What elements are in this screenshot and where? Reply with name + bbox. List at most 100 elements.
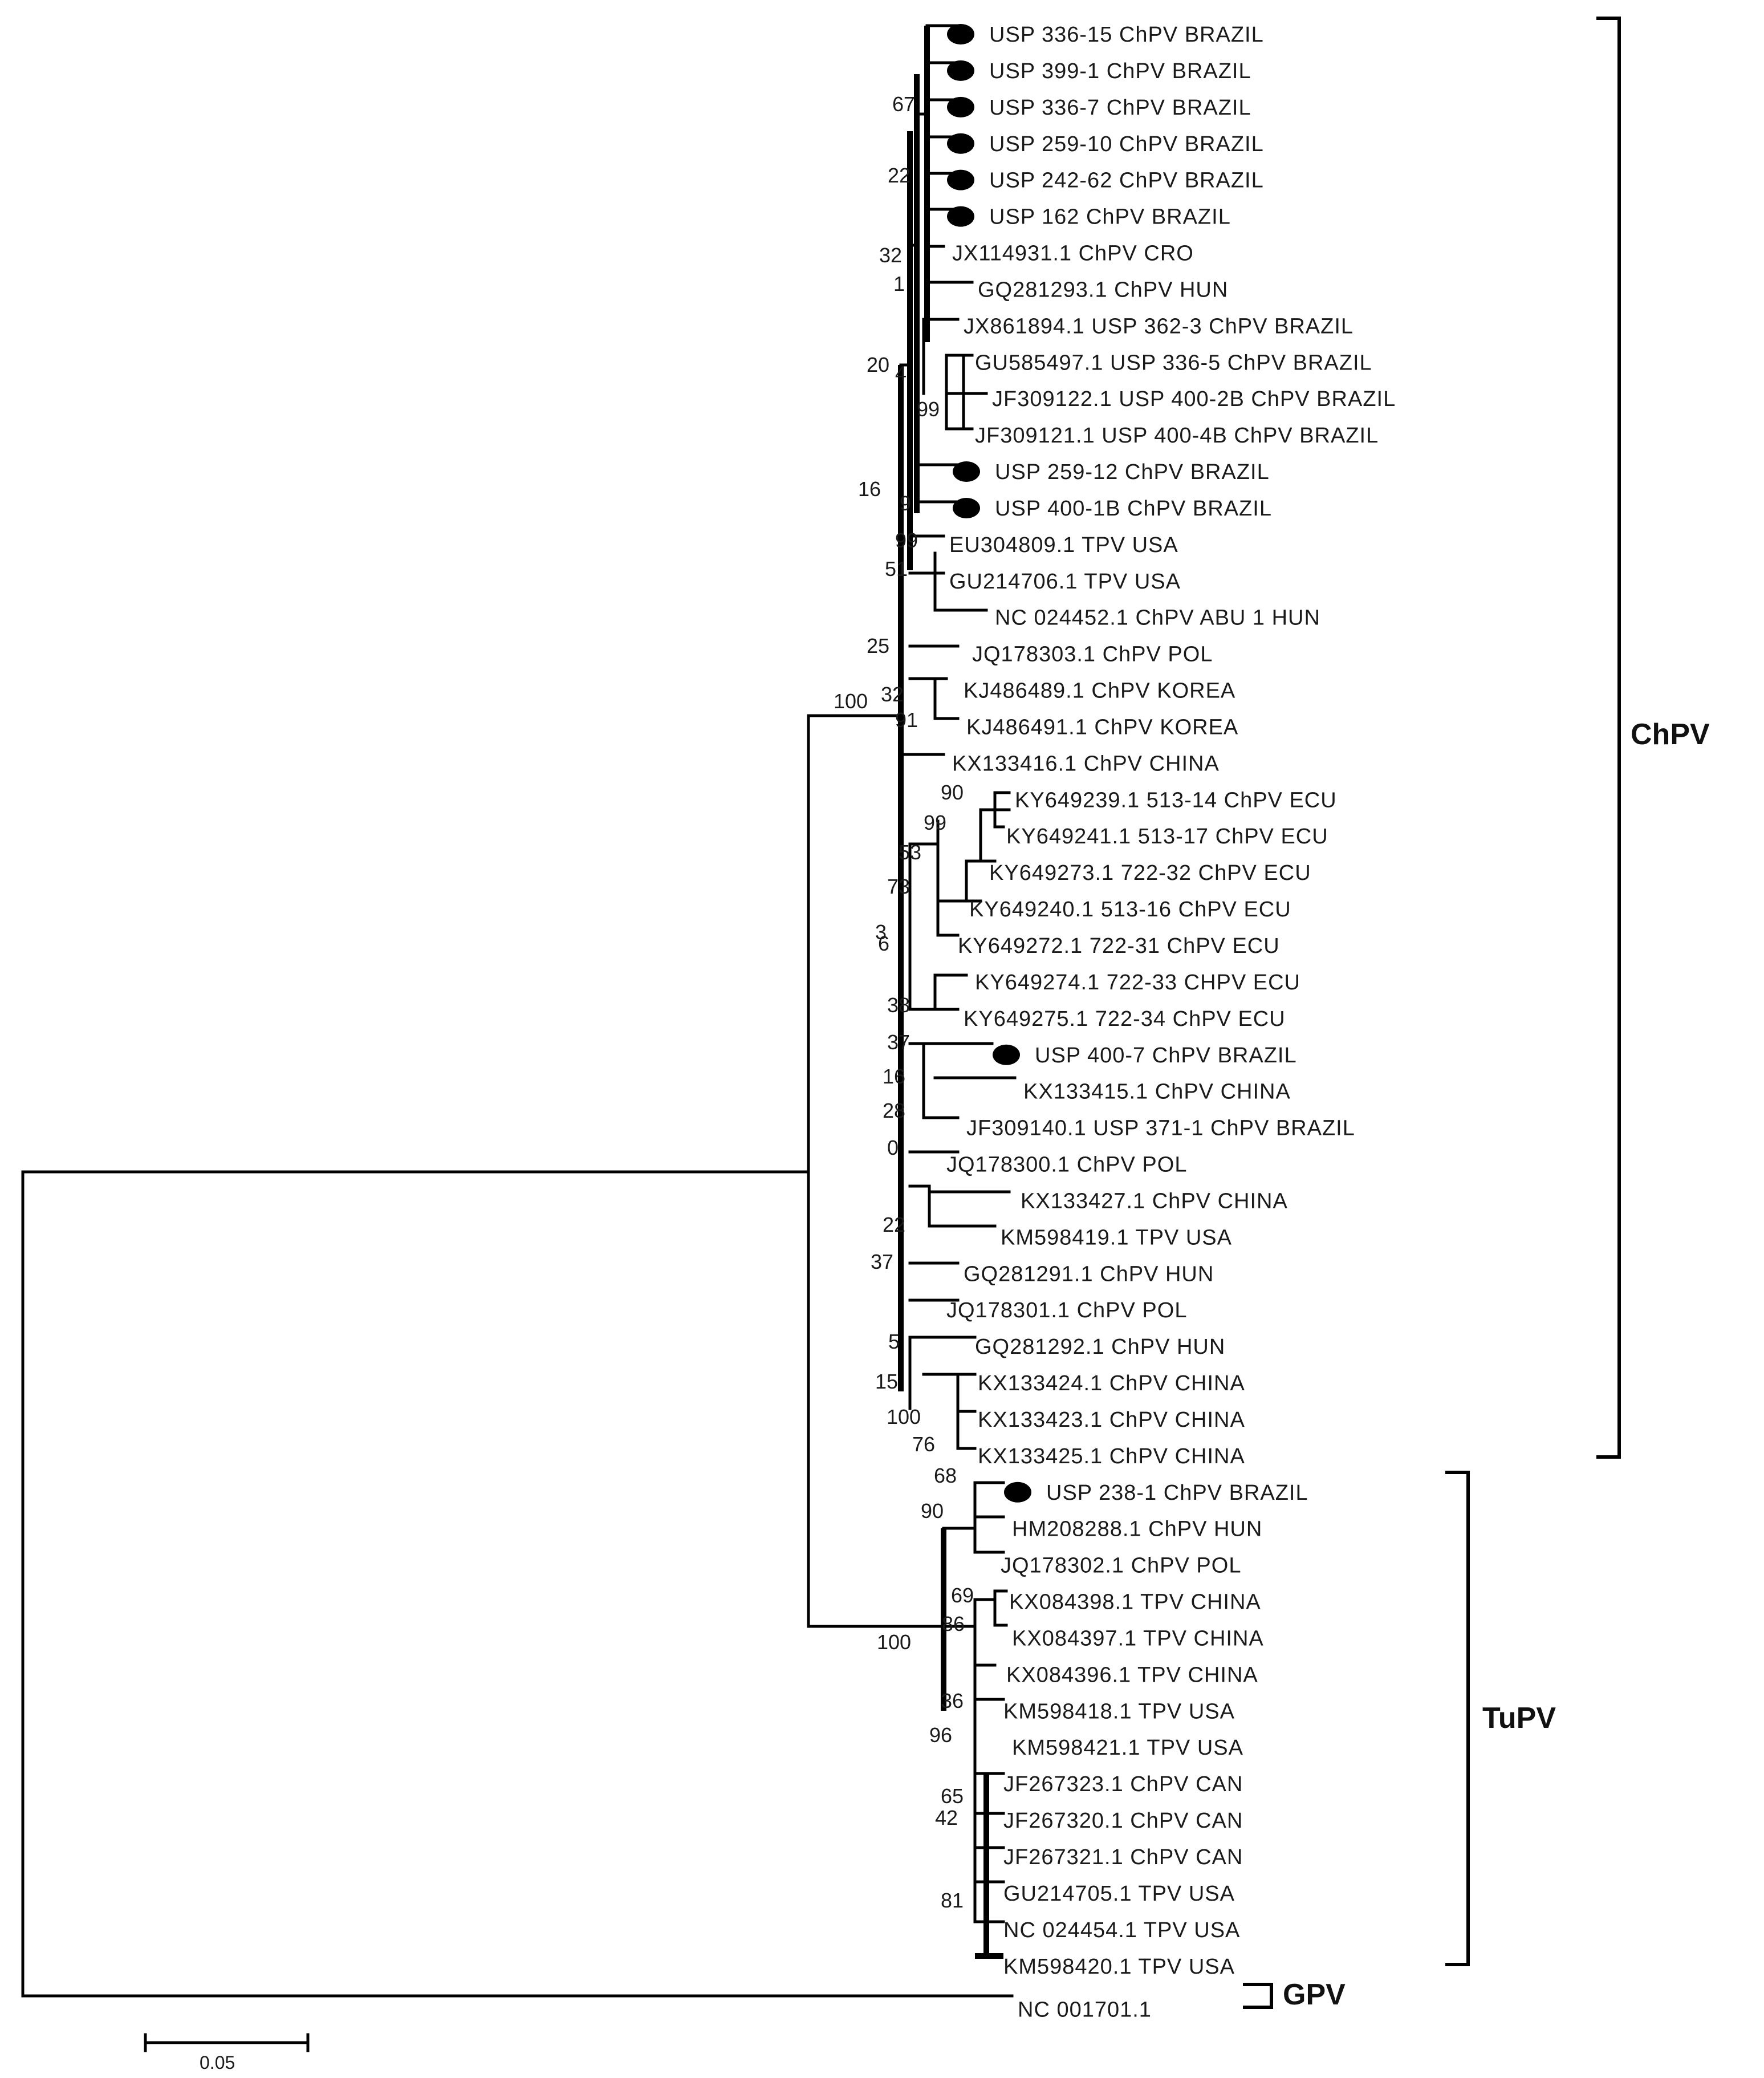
taxon-label: KX133423.1 ChPV CHINA bbox=[978, 1408, 1245, 1432]
taxon-label: KJ486489.1 ChPV KOREA bbox=[964, 679, 1235, 703]
bootstrap-value: 67 bbox=[892, 92, 915, 116]
taxon-label: USP 238-1 ChPV BRAZIL bbox=[1046, 1481, 1308, 1505]
taxon-label: USP 400-7 ChPV BRAZIL bbox=[1035, 1044, 1297, 1068]
taxon-label: KX133425.1 ChPV CHINA bbox=[978, 1444, 1245, 1468]
tip-marker-circle bbox=[993, 1044, 1020, 1065]
taxon-labels: USP 336-15 ChPV BRAZIL USP 399-1 ChPV BRA… bbox=[946, 23, 1395, 2022]
bootstrap-value: 4 bbox=[895, 362, 907, 385]
taxon-label: NC 001701.1 bbox=[1018, 1998, 1152, 2022]
bootstrap-value: 9 bbox=[900, 492, 911, 515]
taxon-label: USP 400-1B ChPV BRAZIL bbox=[995, 497, 1272, 521]
taxon-label: JQ178301.1 ChPV POL bbox=[946, 1298, 1187, 1322]
bootstrap-value: 16 bbox=[858, 477, 881, 501]
scale-bar-label: 0.05 bbox=[200, 2052, 235, 2073]
taxon-label: JX114931.1 ChPV CRO bbox=[952, 242, 1194, 266]
branch-tupv-inner bbox=[975, 1773, 1003, 1959]
bootstrap-value: 73 bbox=[887, 875, 910, 898]
bootstrap-value: 86 bbox=[942, 1612, 965, 1635]
taxon-label: GU214706.1 TPV USA bbox=[949, 570, 1181, 594]
taxon-label: GQ281291.1 ChPV HUN bbox=[964, 1262, 1214, 1286]
taxon-label: KM598418.1 TPV USA bbox=[1003, 1699, 1235, 1723]
taxon-label: EU304809.1 TPV USA bbox=[949, 533, 1178, 557]
bootstrap-value: 37 bbox=[887, 1030, 910, 1054]
taxon-label: USP 259-12 ChPV BRAZIL bbox=[995, 460, 1270, 484]
taxon-label: KM598421.1 TPV USA bbox=[1012, 1736, 1243, 1760]
bootstrap-value: 38 bbox=[887, 993, 910, 1017]
bootstrap-value: 28 bbox=[883, 1099, 905, 1122]
bootstrap-value: 1 bbox=[893, 272, 905, 295]
bootstrap-value: 6 bbox=[878, 932, 889, 955]
taxon-label: KX133415.1 ChPV CHINA bbox=[1023, 1080, 1291, 1104]
bootstrap-value: 100 bbox=[834, 689, 868, 713]
taxon-label: JF309140.1 USP 371-1 ChPV BRAZIL bbox=[966, 1117, 1355, 1141]
bootstrap-value: 99 bbox=[895, 529, 918, 552]
bootstrap-value: 32 bbox=[881, 683, 904, 706]
taxon-label: KY649272.1 722-31 ChPV ECU bbox=[958, 934, 1280, 958]
bootstrap-value: 90 bbox=[921, 1499, 944, 1523]
taxon-label: USP 162 ChPV BRAZIL bbox=[989, 205, 1231, 229]
tip-marker-circle bbox=[953, 497, 980, 518]
bootstrap-value: 0 bbox=[887, 1136, 899, 1159]
taxon-label: JF309121.1 USP 400-4B ChPV BRAZIL bbox=[975, 424, 1379, 448]
taxon-label: KX084396.1 TPV CHINA bbox=[1006, 1663, 1258, 1687]
taxon-label: KY649240.1 513-16 ChPV ECU bbox=[969, 898, 1291, 922]
taxon-label: KY649241.1 513-17 ChPV ECU bbox=[1006, 825, 1328, 849]
tupv-bracket bbox=[1445, 1471, 1470, 1966]
tip-marker-circle bbox=[1004, 1482, 1031, 1503]
taxon-label: KX133427.1 ChPV CHINA bbox=[1021, 1189, 1288, 1213]
taxon-label: GU585497.1 USP 336-5 ChPV BRAZIL bbox=[975, 351, 1372, 375]
bootstrap-value: 16 bbox=[883, 1065, 905, 1088]
taxon-label: JF267323.1 ChPV CAN bbox=[1003, 1772, 1243, 1796]
bootstrap-value: 91 bbox=[895, 708, 918, 732]
taxon-label: KX133424.1 ChPV CHINA bbox=[978, 1371, 1245, 1395]
taxon-label: KX133416.1 ChPV CHINA bbox=[952, 752, 1220, 776]
bootstrap-value: 20 bbox=[867, 353, 889, 376]
taxon-label: USP 336-7 ChPV BRAZIL bbox=[989, 96, 1251, 120]
branch-tips-7-12 bbox=[922, 245, 988, 431]
chpv-clade-label: ChPV bbox=[1631, 718, 1710, 751]
tree-branches bbox=[21, 24, 1017, 1998]
bootstrap-value: 32 bbox=[879, 243, 902, 267]
taxon-label: JX861894.1 USP 362-3 ChPV BRAZIL bbox=[964, 314, 1354, 338]
taxon-label: KY649275.1 722-34 ChPV ECU bbox=[964, 1007, 1286, 1031]
taxon-label: KY649274.1 722-33 CHPV ECU bbox=[975, 971, 1300, 995]
tip-marker-circle bbox=[947, 96, 974, 117]
taxon-label: JQ178302.1 ChPV POL bbox=[1001, 1554, 1241, 1578]
bootstrap-value: 25 bbox=[867, 634, 889, 658]
taxon-label: JQ178303.1 ChPV POL bbox=[972, 643, 1213, 667]
taxon-label: JF267321.1 ChPV CAN bbox=[1003, 1845, 1243, 1869]
taxon-label: NC 024452.1 ChPV ABU 1 HUN bbox=[995, 606, 1320, 630]
scale-bar: 0.05 bbox=[144, 2033, 310, 2073]
bootstrap-value: 96 bbox=[929, 1723, 952, 1747]
taxon-label: KJ486491.1 ChPV KOREA bbox=[966, 715, 1238, 739]
branch-ecu-clade bbox=[908, 791, 1011, 1011]
branch-root bbox=[21, 1170, 1014, 1998]
bootstrap-value: 15 bbox=[875, 1370, 898, 1393]
tip-markers bbox=[947, 24, 1031, 1503]
tip-marker-circle bbox=[947, 169, 974, 190]
taxon-label: KX084398.1 TPV CHINA bbox=[1009, 1590, 1261, 1614]
taxon-label: NC 024454.1 TPV USA bbox=[1003, 1918, 1240, 1942]
taxon-label: KY649273.1 722-32 ChPV ECU bbox=[989, 861, 1311, 885]
scale-bar-line bbox=[144, 2033, 310, 2052]
taxon-label: USP 242-62 ChPV BRAZIL bbox=[989, 169, 1264, 193]
taxon-label: KY649239.1 513-14 ChPV ECU bbox=[1015, 788, 1337, 812]
bootstrap-value: 36 bbox=[941, 1689, 964, 1712]
branch-tips-29-40 bbox=[908, 1042, 1017, 1450]
taxon-label: JQ178300.1 ChPV POL bbox=[946, 1153, 1187, 1177]
taxon-label: USP 336-15 ChPV BRAZIL bbox=[989, 23, 1264, 47]
taxon-label: GQ281292.1 ChPV HUN bbox=[975, 1335, 1225, 1359]
bootstrap-value: 22 bbox=[883, 1213, 905, 1236]
branch-tips-15-20 bbox=[908, 534, 988, 720]
bootstrap-value: 51 bbox=[885, 557, 908, 581]
tip-marker-circle bbox=[953, 461, 980, 482]
gpv-bracket bbox=[1243, 1983, 1273, 2009]
bootstrap-value: 90 bbox=[941, 781, 964, 804]
bootstrap-value: 5 bbox=[888, 1330, 900, 1353]
tip-marker-circle bbox=[947, 133, 974, 154]
bootstrap-value: 100 bbox=[877, 1630, 911, 1654]
taxon-label: GU214705.1 TPV USA bbox=[1003, 1882, 1235, 1906]
bootstrap-value: 37 bbox=[871, 1250, 893, 1273]
taxon-label: KM598419.1 TPV USA bbox=[1001, 1225, 1232, 1249]
